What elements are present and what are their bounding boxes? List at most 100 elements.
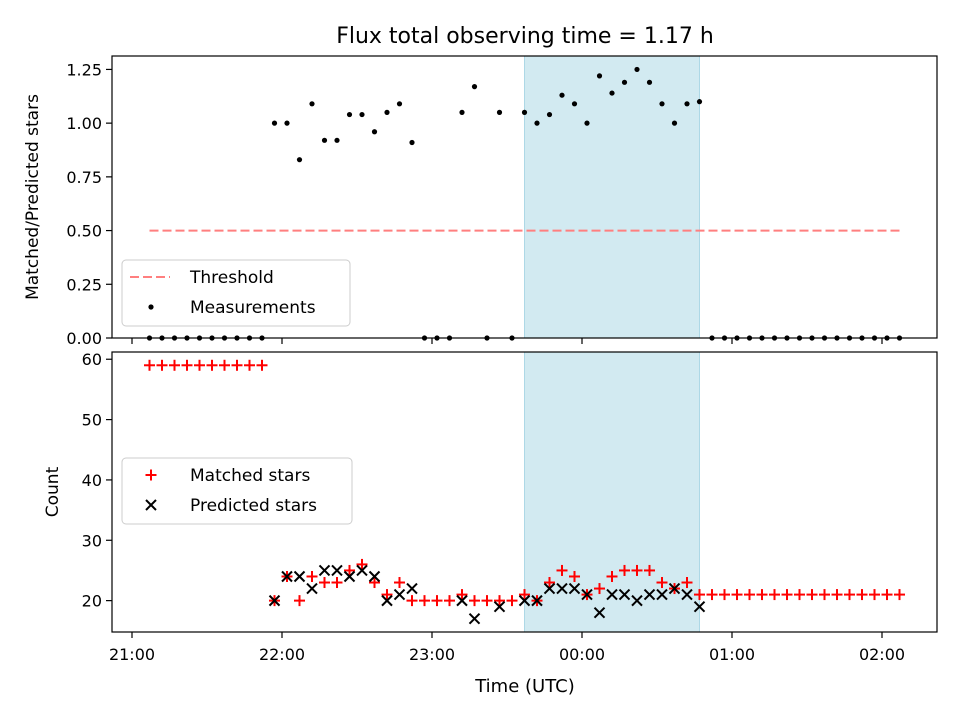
data-point	[681, 577, 693, 589]
data-point	[668, 582, 681, 595]
data-point	[219, 359, 230, 371]
data-point	[459, 109, 465, 115]
data-point	[594, 583, 605, 595]
data-point	[593, 606, 606, 619]
data-point	[869, 589, 880, 601]
legend-box	[121, 259, 351, 327]
x-tick-label: 01:00	[709, 645, 755, 664]
data-point	[621, 79, 628, 85]
data-point	[881, 589, 893, 601]
data-point	[496, 109, 503, 115]
data-point	[744, 589, 755, 601]
data-point	[481, 595, 493, 607]
x-tick-label: 00:00	[559, 645, 605, 664]
data-point	[606, 588, 618, 601]
y-tick-label: 1.25	[66, 60, 102, 79]
data-point	[631, 594, 643, 607]
data-point	[431, 595, 443, 607]
data-point	[606, 570, 618, 582]
data-point	[581, 588, 593, 601]
x-tick-label: 21:00	[109, 645, 155, 664]
data-point	[468, 613, 481, 625]
data-point	[819, 589, 830, 601]
legend-swatch	[145, 469, 157, 481]
data-point	[769, 589, 780, 601]
legend-label: Threshold	[189, 268, 274, 288]
data-point	[371, 129, 378, 135]
data-point	[831, 589, 843, 601]
data-point	[694, 589, 705, 601]
data-point	[531, 594, 543, 607]
legend-swatch	[145, 499, 157, 511]
data-point	[206, 359, 218, 371]
data-point	[271, 120, 278, 126]
y-tick-label: 40	[82, 471, 102, 490]
chart-title: Flux total observing time = 1.17 h	[336, 24, 714, 49]
data-point	[306, 582, 318, 595]
data-point	[293, 570, 306, 583]
data-point	[494, 595, 505, 607]
legend-swatch	[148, 304, 154, 310]
data-point	[719, 589, 730, 601]
data-point	[144, 359, 155, 371]
data-point	[844, 589, 855, 601]
data-point	[471, 84, 478, 90]
data-point	[319, 577, 330, 589]
data-point	[406, 582, 418, 595]
x-tick-label: 23:00	[409, 645, 455, 664]
y-tick-label: 0.00	[66, 329, 102, 348]
data-point	[344, 564, 355, 576]
data-point	[546, 111, 553, 118]
data-point	[381, 594, 393, 607]
y-tick-label: 60	[82, 350, 102, 369]
data-point	[894, 589, 905, 601]
series-predicted-stars	[268, 564, 706, 625]
x-tick-label: 22:00	[259, 645, 305, 664]
data-point	[156, 359, 168, 371]
data-point	[359, 111, 365, 118]
data-point	[169, 359, 180, 371]
data-point	[296, 157, 303, 163]
data-point	[806, 589, 818, 601]
data-point	[671, 120, 678, 126]
data-point	[656, 577, 668, 589]
legend-label: Predicted stars	[190, 496, 317, 516]
legend-label: Measurements	[190, 298, 316, 318]
data-point	[681, 588, 693, 601]
series-matched-stars	[144, 359, 905, 607]
plot-frame	[111, 55, 938, 339]
data-point	[634, 66, 640, 73]
data-point	[543, 582, 556, 595]
data-point	[409, 139, 415, 146]
observing-time-span	[524, 55, 700, 339]
y-tick-label: 20	[82, 592, 102, 611]
data-point	[356, 558, 368, 570]
data-point	[534, 120, 540, 126]
y-tick-label: 50	[82, 411, 102, 430]
data-point	[343, 570, 356, 583]
data-point	[406, 595, 418, 607]
data-point	[559, 92, 565, 98]
data-point	[393, 588, 406, 601]
data-point	[568, 582, 581, 595]
data-point	[656, 588, 668, 601]
data-point	[569, 570, 580, 582]
data-point	[331, 564, 343, 577]
data-point	[518, 594, 531, 607]
data-point	[584, 120, 590, 126]
data-point	[609, 90, 615, 96]
data-point	[309, 101, 315, 107]
data-point	[469, 595, 480, 607]
data-point	[231, 359, 243, 371]
data-point	[321, 137, 328, 143]
data-point	[756, 589, 768, 601]
plot-frame	[111, 351, 938, 633]
data-point	[781, 589, 793, 601]
legend-box	[121, 457, 353, 525]
data-point	[521, 109, 528, 115]
data-point	[318, 564, 331, 577]
data-point	[419, 595, 430, 607]
data-point	[369, 577, 380, 589]
y-tick-label: 30	[82, 531, 102, 550]
